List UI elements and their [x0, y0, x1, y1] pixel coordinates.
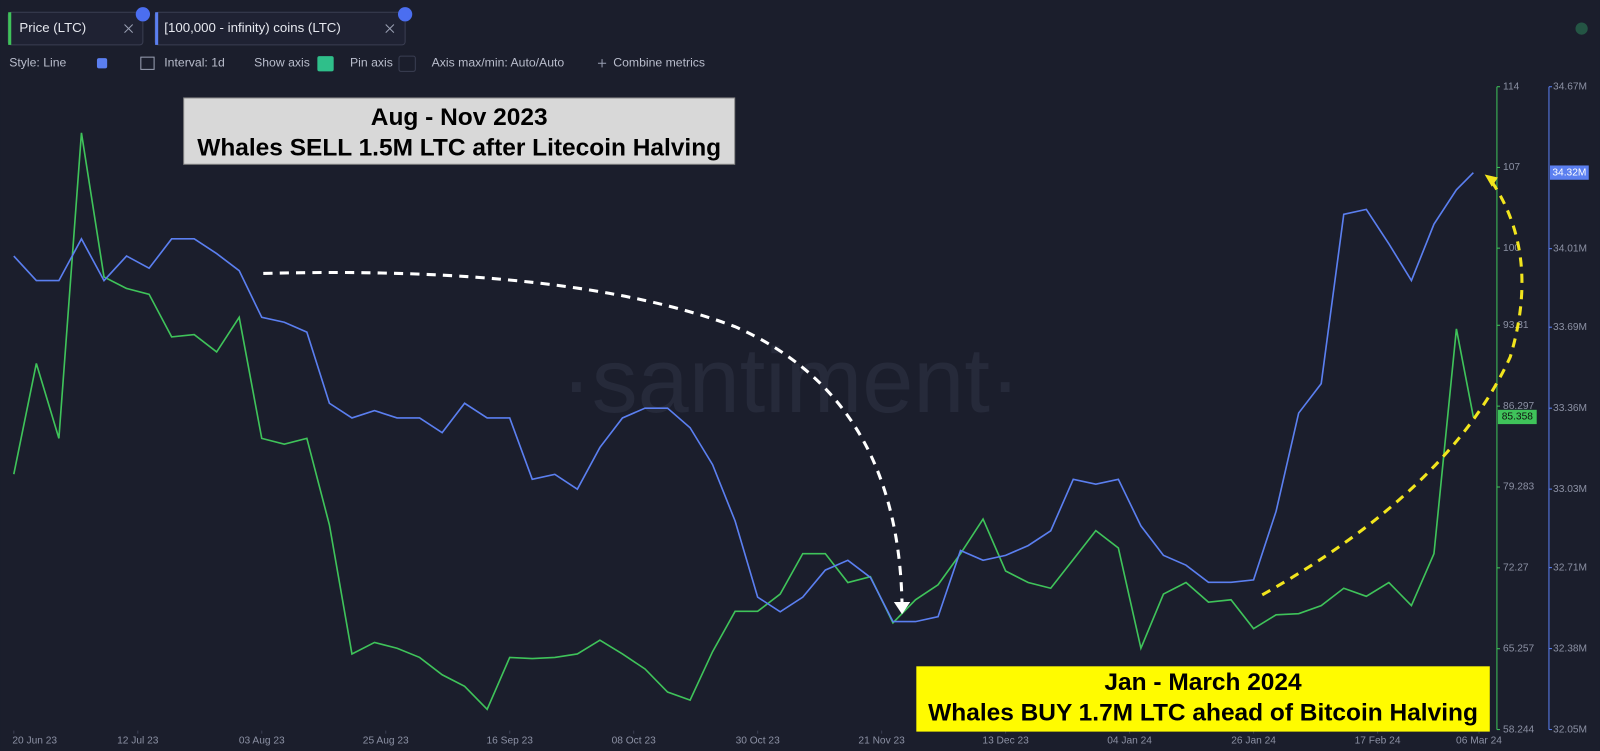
series-line — [12, 132, 1475, 711]
pin-axis[interactable]: Pin axis — [350, 55, 393, 69]
annotation: Whales SELL 1.5M LTC after Litecoin Halv… — [197, 134, 721, 161]
annotation-box — [183, 97, 736, 165]
y-tick-label: 65.257 — [1503, 643, 1534, 654]
interval-icon — [140, 56, 155, 70]
current-value-label: 85.358 — [1502, 412, 1533, 423]
checkbox[interactable] — [317, 56, 334, 72]
y2-tick-label: 32.38M — [1553, 643, 1587, 654]
annotation-box — [916, 666, 1490, 732]
x-tick-label: 20 Jun 23 — [12, 735, 57, 746]
tab-label: [100,000 - infinity) coins (LTC) — [164, 20, 341, 35]
current-value-label: 34.32M — [1552, 167, 1586, 178]
x-tick-label: 12 Jul 23 — [117, 735, 159, 746]
y2-tick-label: 33.03M — [1553, 484, 1587, 495]
style-menu[interactable]: Style: Line — [9, 55, 66, 69]
y-tick-label: 107 — [1503, 162, 1520, 173]
x-tick-label: 13 Dec 23 — [982, 735, 1029, 746]
color-swatch[interactable] — [96, 58, 108, 69]
tab-color — [8, 12, 12, 45]
current-value-badge — [1549, 165, 1589, 180]
annotation: Whales BUY 1.7M LTC ahead of Bitcoin Hal… — [928, 700, 1478, 727]
y-tick-label: 72.27 — [1503, 563, 1529, 574]
x-tick-label: 04 Jan 24 — [1107, 735, 1152, 746]
x-tick-label: 26 Jan 24 — [1231, 735, 1276, 746]
y-tick-label: 58.244 — [1503, 724, 1534, 735]
annotation: Aug - Nov 2023 — [371, 104, 548, 131]
ltc-icon — [135, 7, 151, 22]
y2-tick-label: 32.71M — [1553, 562, 1587, 573]
watermark: ·santiment· — [561, 330, 1020, 432]
y2-tick-label: 34.01M — [1553, 243, 1587, 254]
y2-tick-label: 32.05M — [1553, 724, 1587, 735]
axis-menu[interactable]: Axis max/min: Auto/Auto — [432, 55, 565, 69]
arrow — [263, 270, 904, 605]
combine-metrics[interactable]: Combine metrics — [613, 55, 705, 69]
plot: 20 Jun 23 12 Jul 23 03 Aug 23 25 Aug 23 16 S… — [12, 81, 1589, 746]
arrow-head — [1484, 174, 1498, 187]
x-tick-label: 03 Aug 23 — [239, 735, 285, 746]
y-tick-label: 100 — [1503, 243, 1520, 254]
close-icon — [385, 24, 395, 34]
annotation: Jan - March 2024 — [1104, 669, 1302, 696]
checkbox[interactable] — [398, 55, 416, 72]
y2-tick-label: 33.69M — [1553, 322, 1587, 333]
arrow-head — [893, 602, 911, 615]
close-icon — [124, 24, 134, 34]
tab-label: Price (LTC) — [19, 20, 86, 35]
x-tick-label: 08 Oct 23 — [612, 735, 657, 746]
plus-icon — [597, 59, 607, 68]
current-value-badge — [1497, 409, 1537, 425]
y-tick-label: 79.283 — [1503, 482, 1534, 493]
status-dot — [1575, 22, 1588, 35]
ltc-icon — [397, 7, 413, 22]
y-tick-label: 93.31 — [1503, 320, 1529, 331]
series-line — [13, 172, 1474, 623]
x-tick-label: 21 Nov 23 — [858, 735, 905, 746]
y-tick-label: 86.297 — [1503, 401, 1534, 412]
y2-tick-label: 34.67M — [1553, 81, 1587, 92]
y-tick-label: 114 — [1503, 81, 1520, 92]
x-tick-label: 17 Feb 24 — [1355, 735, 1401, 746]
x-tick-label: 16 Sep 23 — [486, 735, 533, 746]
y2-tick-label: 33.36M — [1553, 403, 1587, 414]
tab[interactable]: Price (LTC) — [7, 7, 151, 46]
x-tick-label: 06 Mar 24 — [1456, 735, 1502, 746]
x-tick-label: 30 Oct 23 — [736, 735, 781, 746]
x-tick-label: 25 Aug 23 — [363, 735, 409, 746]
show-axis[interactable]: Show axis — [254, 55, 310, 69]
tab[interactable]: [100,000 - infinity) coins (LTC) — [154, 7, 413, 46]
interval-menu[interactable]: Interval: 1d — [164, 55, 225, 69]
tab-color — [155, 12, 159, 45]
